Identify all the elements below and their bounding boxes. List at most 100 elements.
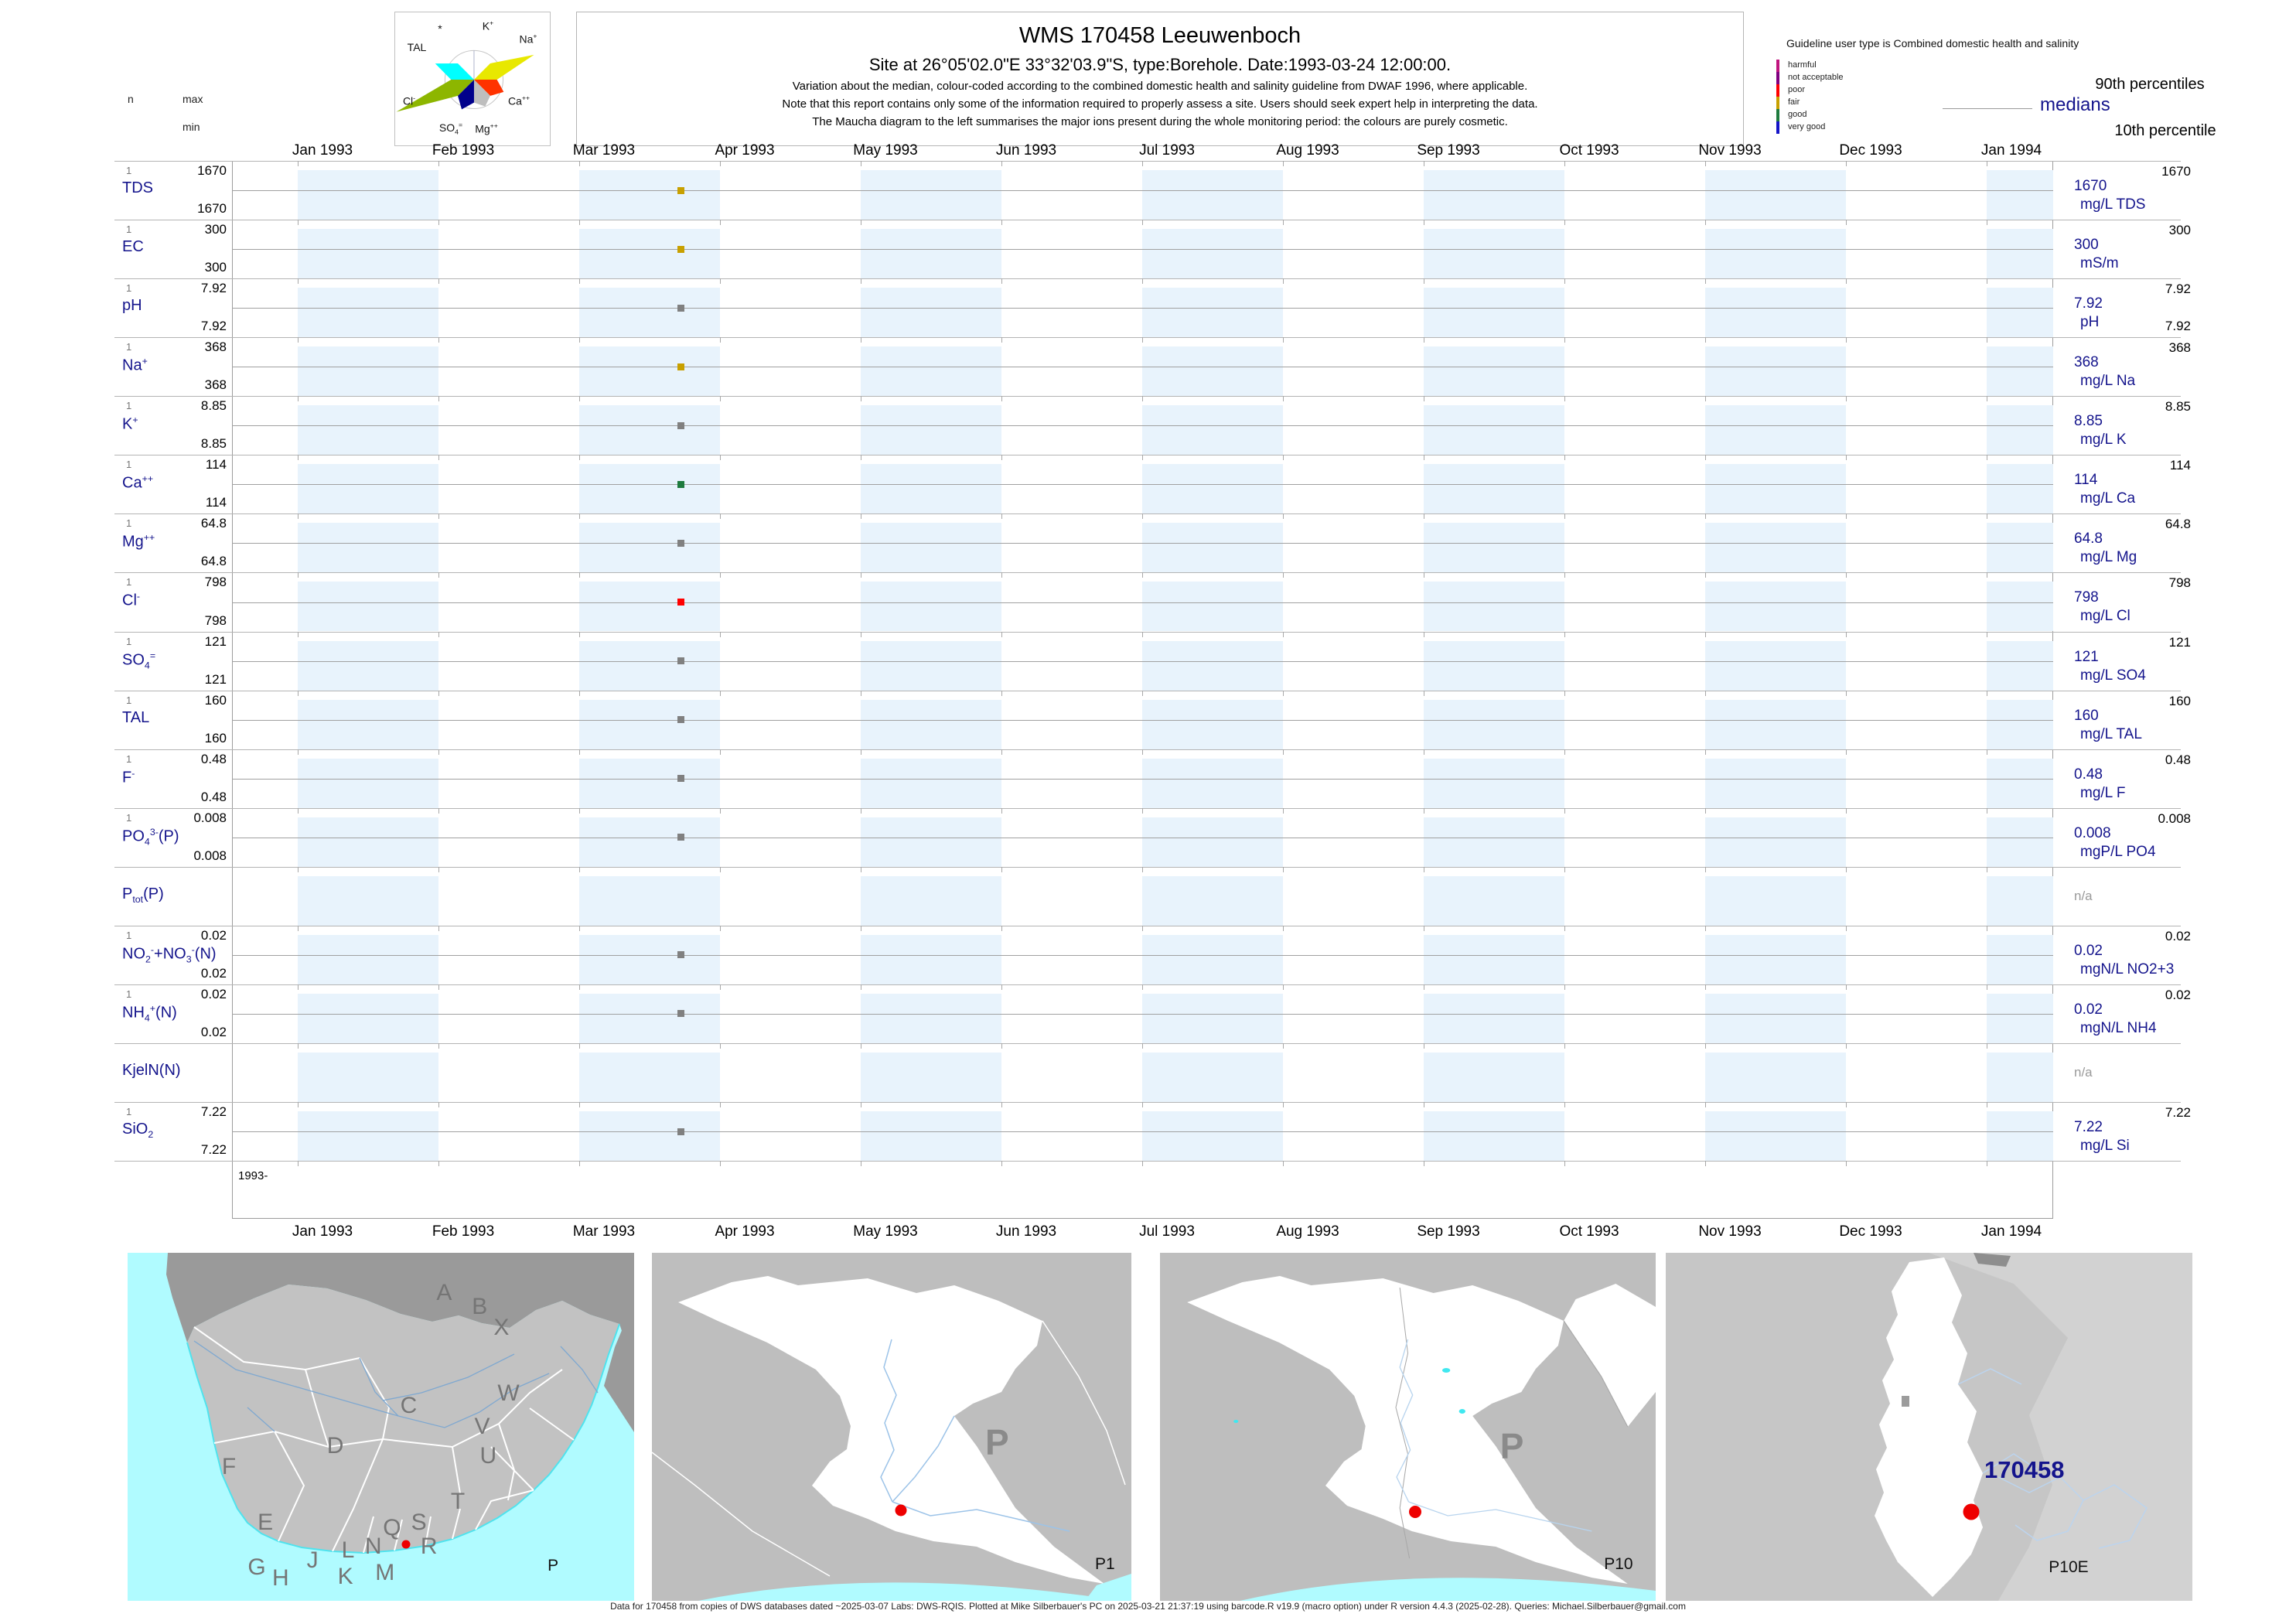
- month-tick: [1001, 572, 1002, 578]
- shaded-month-cell: [861, 288, 1001, 338]
- month-tick: [720, 1042, 721, 1049]
- month-tick: [1846, 455, 1847, 461]
- shaded-month-cell: [1424, 640, 1564, 691]
- drainage-letter-L: L: [341, 1537, 355, 1563]
- param-min: 114: [205, 495, 227, 510]
- month-label: Jun 1993: [995, 1223, 1057, 1240]
- param-median: 798: [2074, 589, 2099, 606]
- param-median: 1670: [2074, 178, 2107, 194]
- shaded-month-cell: [861, 582, 1001, 632]
- month-tick: [1705, 278, 1706, 285]
- map-region-p10: P P10: [1160, 1253, 1656, 1601]
- month-tick: [720, 807, 721, 814]
- param-p90: 160: [2168, 693, 2191, 708]
- month-tick: [579, 1042, 580, 1049]
- month-tick: [1564, 161, 1565, 166]
- month-tick: [720, 513, 721, 520]
- station-location-dot: [1963, 1503, 1980, 1520]
- shaded-month-cell: [298, 170, 438, 220]
- site-info-line: Site at 26°05'02.0"E 33°32'03.9"S, type:…: [868, 55, 1452, 74]
- shaded-month-cell: [1424, 229, 1564, 279]
- month-tick: [1705, 455, 1706, 461]
- shaded-month-cell: [1705, 464, 1846, 514]
- month-tick: [1705, 1102, 1706, 1107]
- shaded-month-cell: [861, 523, 1001, 573]
- month-tick: [579, 925, 580, 931]
- data-point-marker: [677, 480, 684, 488]
- rivers: [880, 1339, 1070, 1532]
- row-separator: [114, 337, 2181, 339]
- param-unit: mgP/L PO4: [2080, 843, 2156, 860]
- month-tick: [1142, 866, 1143, 872]
- month-tick: [1846, 1161, 1847, 1166]
- shaded-month-cell: [1142, 523, 1283, 573]
- param-max: 1670: [197, 163, 227, 178]
- param-median: 8.85: [2074, 413, 2103, 430]
- guideline-class-swatch: [1776, 109, 1779, 121]
- param-name: SO4=: [122, 650, 156, 671]
- month-tick: [438, 455, 439, 461]
- shaded-month-cell: [1424, 758, 1564, 808]
- row-separator: [114, 161, 2181, 162]
- month-tick: [1283, 396, 1284, 402]
- shaded-month-cell: [579, 875, 720, 926]
- shaded-month-cell: [1987, 346, 2053, 397]
- month-tick: [720, 572, 721, 578]
- guideline-class-label: not acceptable: [1788, 73, 1844, 82]
- param-n-count: 1: [126, 517, 132, 530]
- month-tick: [1001, 1161, 1002, 1166]
- shaded-month-cell: [861, 875, 1001, 926]
- month-tick: [720, 925, 721, 931]
- drainage-letter-B: B: [472, 1293, 488, 1319]
- param-unit: mgN/L NO2+3: [2080, 960, 2175, 977]
- param-unit: mg/L TDS: [2080, 196, 2146, 213]
- month-tick: [1705, 749, 1706, 755]
- month-tick: [1564, 1161, 1565, 1166]
- shaded-month-cell: [1987, 288, 2053, 338]
- month-tick: [720, 690, 721, 696]
- month-tick: [1283, 984, 1284, 990]
- month-tick: [1564, 572, 1565, 578]
- month-tick: [1705, 161, 1706, 166]
- shaded-month-cell: [1142, 817, 1283, 867]
- param-max: 0.02: [200, 927, 227, 943]
- month-label: Nov 1993: [1698, 142, 1762, 159]
- shaded-month-cell: [1705, 229, 1846, 279]
- param-max: 8.85: [200, 398, 227, 414]
- param-name: Ptot(P): [122, 885, 164, 905]
- row-separator: [114, 1042, 2181, 1044]
- month-tick: [1283, 749, 1284, 755]
- month-label: Jan 1993: [292, 1223, 353, 1240]
- param-p90: 1670: [2161, 164, 2191, 179]
- coast-water: [698, 1582, 1089, 1601]
- coastline: [186, 1323, 620, 1554]
- shaded-month-cell: [298, 288, 438, 338]
- param-p10: 7.92: [2165, 319, 2191, 334]
- p10-legend-label: 10th percentile: [2114, 122, 2216, 139]
- month-tick: [1283, 455, 1284, 461]
- shaded-month-cell: [1705, 582, 1846, 632]
- shaded-month-cell: [1142, 1111, 1283, 1162]
- shaded-month-cell: [298, 582, 438, 632]
- month-tick: [1564, 337, 1565, 343]
- median-line: [232, 543, 2053, 544]
- param-min: 64.8: [200, 554, 227, 569]
- month-tick: [1846, 337, 1847, 343]
- row-separator: [114, 513, 2181, 515]
- month-tick: [1564, 807, 1565, 814]
- maucha-ion-label: *: [438, 22, 442, 35]
- shaded-month-cell: [579, 1111, 720, 1162]
- station-location-dot: [1409, 1506, 1422, 1519]
- maucha-ion-label: SO4=: [438, 120, 463, 136]
- shaded-month-cell: [298, 875, 438, 926]
- param-unit: mg/L Mg: [2080, 549, 2137, 566]
- shaded-month-cell: [861, 640, 1001, 691]
- month-tick: [1001, 866, 1002, 872]
- month-tick: [298, 925, 299, 931]
- param-p90: 300: [2168, 223, 2191, 238]
- month-label: Feb 1993: [432, 1223, 495, 1240]
- shaded-month-cell: [1424, 405, 1564, 455]
- month-tick: [720, 866, 721, 872]
- month-label: Feb 1993: [432, 142, 495, 159]
